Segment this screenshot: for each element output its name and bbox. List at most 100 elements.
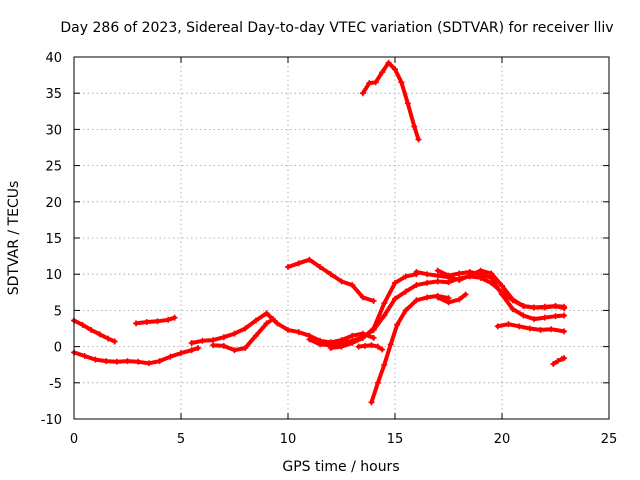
data-point xyxy=(561,305,568,312)
data-point xyxy=(445,299,452,306)
data-point xyxy=(398,79,405,86)
data-point xyxy=(402,273,409,280)
data-point xyxy=(362,342,369,349)
data-point xyxy=(143,318,150,325)
data-point xyxy=(317,263,324,270)
x-tick-label: 15 xyxy=(387,432,404,447)
chart-title: Day 286 of 2023, Sidereal Day-to-day VTE… xyxy=(60,20,613,36)
data-point xyxy=(488,274,495,281)
data-point xyxy=(96,331,103,338)
data-point xyxy=(111,338,118,345)
data-point xyxy=(263,320,270,327)
data-point xyxy=(188,347,195,354)
data-point xyxy=(88,326,95,333)
x-tick-labels: 0 5 10 15 20 25 xyxy=(70,432,617,447)
data-point xyxy=(274,320,281,327)
series-line xyxy=(72,346,201,366)
data-point xyxy=(494,323,501,330)
data-point xyxy=(381,312,388,319)
data-point xyxy=(402,288,409,295)
y-tick-label: 10 xyxy=(45,268,62,283)
data-point xyxy=(370,297,377,304)
series-line xyxy=(369,293,451,405)
series-s5 xyxy=(210,316,277,354)
data-point xyxy=(231,347,238,354)
x-tick-label: 25 xyxy=(601,432,618,447)
data-point xyxy=(509,305,516,312)
data-point xyxy=(242,325,249,332)
data-point xyxy=(394,321,401,328)
data-point xyxy=(252,317,259,324)
data-point xyxy=(317,341,324,348)
data-point xyxy=(552,313,559,320)
series-s8 xyxy=(327,271,420,352)
data-point xyxy=(81,353,88,360)
data-point xyxy=(199,337,206,344)
data-point xyxy=(509,296,516,303)
data-point xyxy=(499,291,505,298)
data-point xyxy=(252,332,259,339)
data-point xyxy=(327,271,334,278)
data-point xyxy=(370,325,377,332)
data-point xyxy=(434,278,441,285)
data-point xyxy=(413,269,420,276)
data-point xyxy=(359,334,366,341)
data-point xyxy=(306,256,313,263)
y-tick-labels: -10 -5 0 5 10 15 20 25 30 35 40 xyxy=(41,51,62,428)
data-point xyxy=(370,334,377,341)
data-point xyxy=(366,80,373,87)
data-point xyxy=(195,345,202,352)
data-point xyxy=(242,345,249,352)
data-point xyxy=(171,314,178,321)
data-point xyxy=(541,303,548,310)
data-point xyxy=(338,343,345,350)
data-point xyxy=(327,345,334,352)
data-point xyxy=(381,361,388,368)
data-point xyxy=(113,358,120,365)
data-point xyxy=(295,260,302,267)
data-point xyxy=(220,342,227,349)
data-point xyxy=(385,59,392,66)
series-s3 xyxy=(133,314,178,327)
data-point xyxy=(561,355,568,362)
data-point xyxy=(374,343,381,350)
data-point xyxy=(456,270,463,277)
y-tick-label: 0 xyxy=(54,341,62,356)
data-point xyxy=(306,336,313,343)
data-point xyxy=(434,294,441,301)
x-axis-title: GPS time / hours xyxy=(282,459,399,475)
data-point xyxy=(368,399,375,406)
data-point xyxy=(392,279,398,286)
data-point xyxy=(505,321,512,328)
data-point xyxy=(516,323,523,330)
data-point xyxy=(456,296,463,303)
y-tick-label: 15 xyxy=(45,232,62,247)
x-tick-label: 0 xyxy=(70,432,78,447)
y-tick-label: 40 xyxy=(45,51,62,66)
data-point xyxy=(413,282,420,289)
data-point xyxy=(231,330,238,337)
series-s9 xyxy=(359,59,422,143)
data-point xyxy=(92,356,99,363)
series-s16 xyxy=(550,355,568,367)
axis-ticks xyxy=(73,56,610,420)
data-point xyxy=(445,272,452,279)
data-point xyxy=(561,328,568,335)
data-point xyxy=(156,358,163,365)
data-point xyxy=(387,341,394,348)
data-point xyxy=(550,360,557,367)
y-tick-label: 25 xyxy=(45,160,62,175)
series-s12 xyxy=(413,267,568,312)
data-point xyxy=(188,339,195,346)
data-point xyxy=(349,332,356,339)
data-point xyxy=(466,269,473,276)
data-point xyxy=(338,278,345,285)
series-line xyxy=(189,311,376,345)
data-point xyxy=(537,326,544,333)
series-s14 xyxy=(434,291,469,306)
data-point xyxy=(462,291,469,298)
data-point xyxy=(178,350,184,357)
data-point xyxy=(379,69,386,76)
data-point xyxy=(541,314,548,321)
